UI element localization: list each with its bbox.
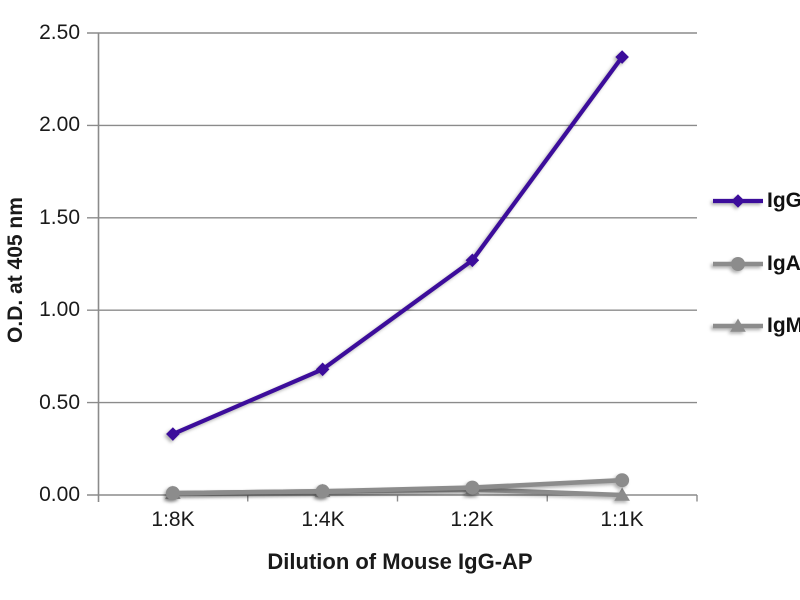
x-tick-label: 1:2K — [450, 508, 494, 531]
legend-item-igm: IgM — [712, 314, 800, 338]
y-tick-label: 2.50 — [39, 21, 80, 44]
legend-label-igg: IgG — [767, 189, 800, 212]
y-tick-label: 0.00 — [39, 483, 80, 506]
legend-swatch-igg — [713, 194, 763, 208]
series-line-igg — [170, 54, 625, 437]
legend-marker-iga — [731, 257, 745, 271]
marker-iga — [465, 480, 480, 495]
legend-item-iga: IgA — [712, 252, 800, 276]
marker-iga — [165, 486, 180, 501]
legend-item-igg: IgG — [712, 189, 800, 213]
series-line-iga — [170, 477, 625, 496]
marker-igg — [315, 362, 330, 377]
x-tick-label: 1:4K — [301, 508, 345, 531]
legend-label-igm: IgM — [767, 314, 800, 337]
marker-iga — [615, 473, 630, 488]
marker-iga — [315, 484, 330, 499]
y-tick-label: 2.00 — [39, 113, 80, 136]
legend-marker-igm — [730, 318, 746, 332]
x-tick-label: 1:1K — [600, 508, 644, 531]
marker-igg — [166, 427, 180, 441]
x-tick-label: 1:8K — [151, 508, 195, 531]
y-tick-label: 0.50 — [39, 391, 80, 414]
legend-marker-igg — [731, 194, 745, 208]
legend-swatch-iga — [713, 257, 763, 271]
y-tick-label: 1.50 — [39, 206, 80, 229]
x-axis-title: Dilution of Mouse IgG-AP — [267, 549, 533, 574]
y-axis-title: O.D. at 405 nm — [4, 197, 27, 343]
marker-igg — [615, 50, 629, 64]
marker-igg — [465, 253, 480, 268]
series-igg — [166, 50, 629, 441]
marker-igm — [614, 487, 630, 501]
legend-swatch-igm — [713, 318, 763, 332]
y-tick-label: 1.00 — [39, 298, 80, 321]
series-iga — [165, 473, 630, 501]
legend-label-iga: IgA — [767, 252, 800, 275]
